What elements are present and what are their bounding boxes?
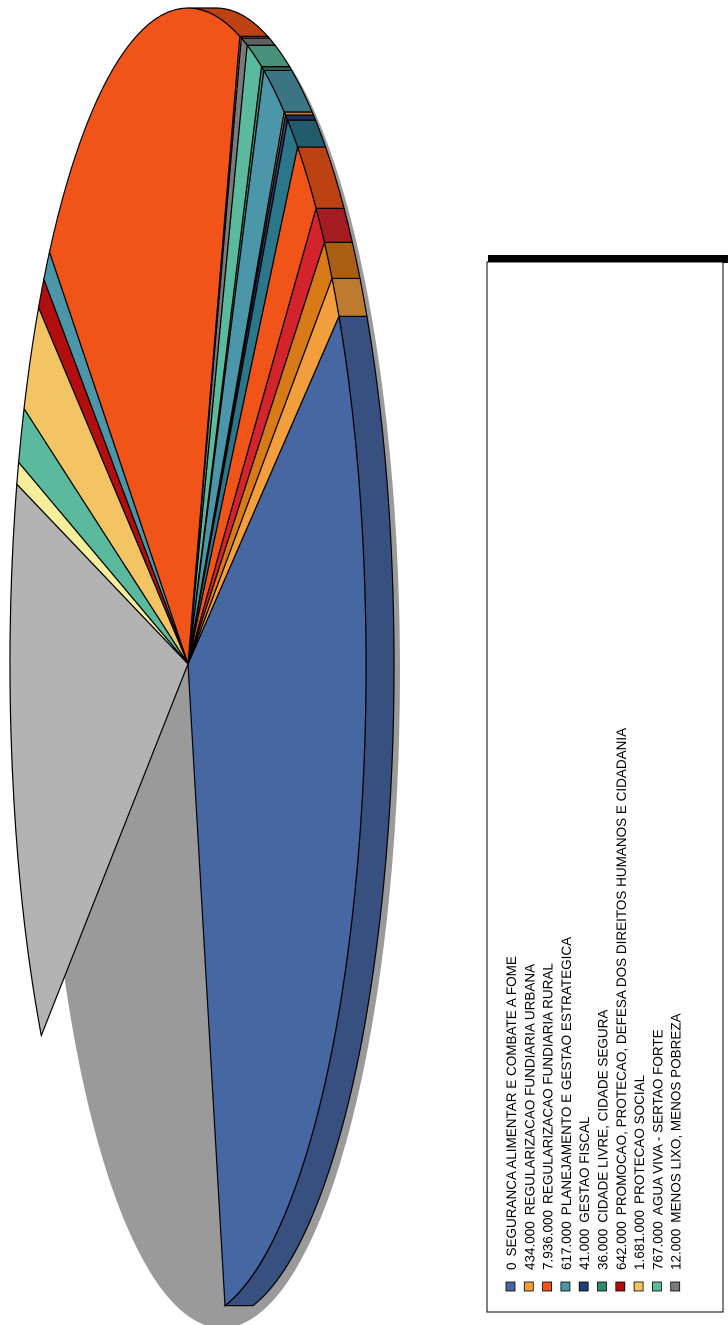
legend-amount: 12.000 bbox=[669, 1229, 684, 1270]
legend-amount: 767.000 bbox=[650, 1221, 665, 1270]
legend-shadow bbox=[488, 255, 728, 263]
legend-swatch bbox=[652, 1281, 662, 1292]
legend-amount: 7.936.000 bbox=[541, 1210, 556, 1270]
legend-label: 12.000 MENOS LIXO, MENOS POBREZA bbox=[669, 1013, 684, 1270]
legend-box bbox=[486, 261, 724, 1313]
legend-category: MENOS LIXO, MENOS POBREZA bbox=[669, 1013, 684, 1222]
legend-amount: 41.000 bbox=[577, 1229, 592, 1270]
legend-label: 41.000 GESTAO FISCAL bbox=[577, 1116, 592, 1270]
legend-amount: 36.000 bbox=[596, 1229, 611, 1270]
legend-amount: 617.000 bbox=[559, 1221, 574, 1270]
legend-swatch bbox=[597, 1281, 607, 1292]
legend-category: GESTAO FISCAL bbox=[577, 1116, 592, 1223]
legend-category: REGULARIZACAO FUNDIARIA RURAL bbox=[541, 963, 556, 1204]
pie-slice bbox=[9, 482, 189, 1038]
legend-label: 617.000 PLANEJAMENTO E GESTAO ESTRATEGICA bbox=[559, 937, 574, 1270]
legend-swatch bbox=[523, 1281, 534, 1292]
legend-category: PROMOCAO, PROTECAO, DEFESA DOS DIREITOS … bbox=[614, 728, 629, 1215]
legend-category: REGULARIZACAO FUNDIARIA URBANA bbox=[522, 964, 537, 1215]
legend-amount: 0 bbox=[504, 1262, 519, 1270]
legend-swatch bbox=[505, 1281, 516, 1292]
pie-side-wall bbox=[284, 114, 317, 121]
legend-label: 36.000 CIDADE LIVRE, CIDADE SEGURA bbox=[596, 1010, 611, 1270]
legend-label: 767.000 AGUA VIVA - SERTAO FORTE bbox=[650, 1029, 665, 1270]
legend-category: CIDADE LIVRE, CIDADE SEGURA bbox=[596, 1010, 611, 1223]
legend: 0 SEGURANCA ALIMENTAR E COMBATE A FOME 434… bbox=[486, 255, 728, 1313]
legend-category: SEGURANCA ALIMENTAR E COMBATE A FOME bbox=[504, 956, 519, 1256]
legend-swatch bbox=[560, 1281, 571, 1292]
pie-plot bbox=[9, 7, 400, 1325]
pie-slice bbox=[187, 314, 367, 1307]
legend-label: 434.000 REGULARIZACAO FUNDIARIA URBANA bbox=[522, 964, 537, 1270]
legend-amount: 434.000 bbox=[522, 1221, 537, 1270]
legend-amount: 642.000 bbox=[614, 1221, 629, 1270]
legend-label: 1.681.000 PROTECAO SOCIAL bbox=[632, 1074, 647, 1270]
legend-swatch bbox=[633, 1281, 644, 1292]
legend-label: 7.936.000 REGULARIZACAO FUNDIARIA RURAL bbox=[541, 963, 556, 1270]
legend-label: 0 SEGURANCA ALIMENTAR E COMBATE A FOME bbox=[504, 956, 519, 1270]
legend-amount: 1.681.000 bbox=[632, 1210, 647, 1270]
legend-swatch bbox=[542, 1281, 552, 1292]
legend-category: AGUA VIVA - SERTAO FORTE bbox=[650, 1029, 665, 1215]
legend-category: PROTECAO SOCIAL bbox=[632, 1074, 647, 1204]
legend-swatch bbox=[615, 1281, 626, 1292]
legend-swatch bbox=[578, 1281, 589, 1292]
pie-slice bbox=[48, 7, 241, 665]
legend-swatch bbox=[670, 1281, 681, 1292]
legend-label: 642.000 PROMOCAO, PROTECAO, DEFESA DOS DI… bbox=[614, 728, 629, 1270]
legend-category: PLANEJAMENTO E GESTAO ESTRATEGICA bbox=[559, 937, 574, 1215]
